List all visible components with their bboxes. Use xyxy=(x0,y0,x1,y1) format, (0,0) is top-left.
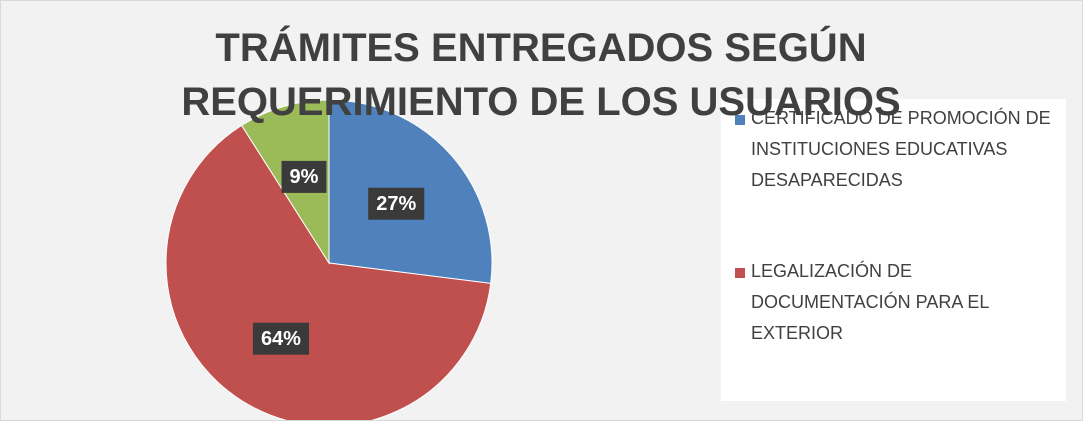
legend-label: CERTIFICADO DE PROMOCIÓN DE INSTITUCIONE… xyxy=(751,108,1051,190)
data-label-text: 27% xyxy=(376,193,416,215)
data-label-box xyxy=(368,187,425,220)
data-label-box xyxy=(281,160,327,193)
legend-label: LEGALIZACIÓN DE DOCUMENTACIÓN PARA EL EX… xyxy=(751,261,989,343)
pie-slice xyxy=(165,124,492,420)
legend-entry: LEGALIZACIÓN DE DOCUMENTACIÓN PARA EL EX… xyxy=(735,256,1055,349)
legend-swatch xyxy=(735,115,745,125)
legend: CERTIFICADO DE PROMOCIÓN DE INSTITUCIONE… xyxy=(721,99,1066,401)
data-label-box xyxy=(252,322,309,355)
legend-swatch xyxy=(735,268,745,278)
data-label-text: 9% xyxy=(290,166,319,188)
data-label: 27% xyxy=(368,187,425,220)
data-label: 64% xyxy=(252,322,309,355)
legend-entry: CERTIFICADO DE PROMOCIÓN DE INSTITUCIONE… xyxy=(735,103,1055,196)
data-label: 9% xyxy=(281,160,327,193)
chart-title: TRÁMITES ENTREGADOS SEGÚN REQUERIMIENTO … xyxy=(181,26,901,124)
data-label-text: 64% xyxy=(261,328,301,350)
